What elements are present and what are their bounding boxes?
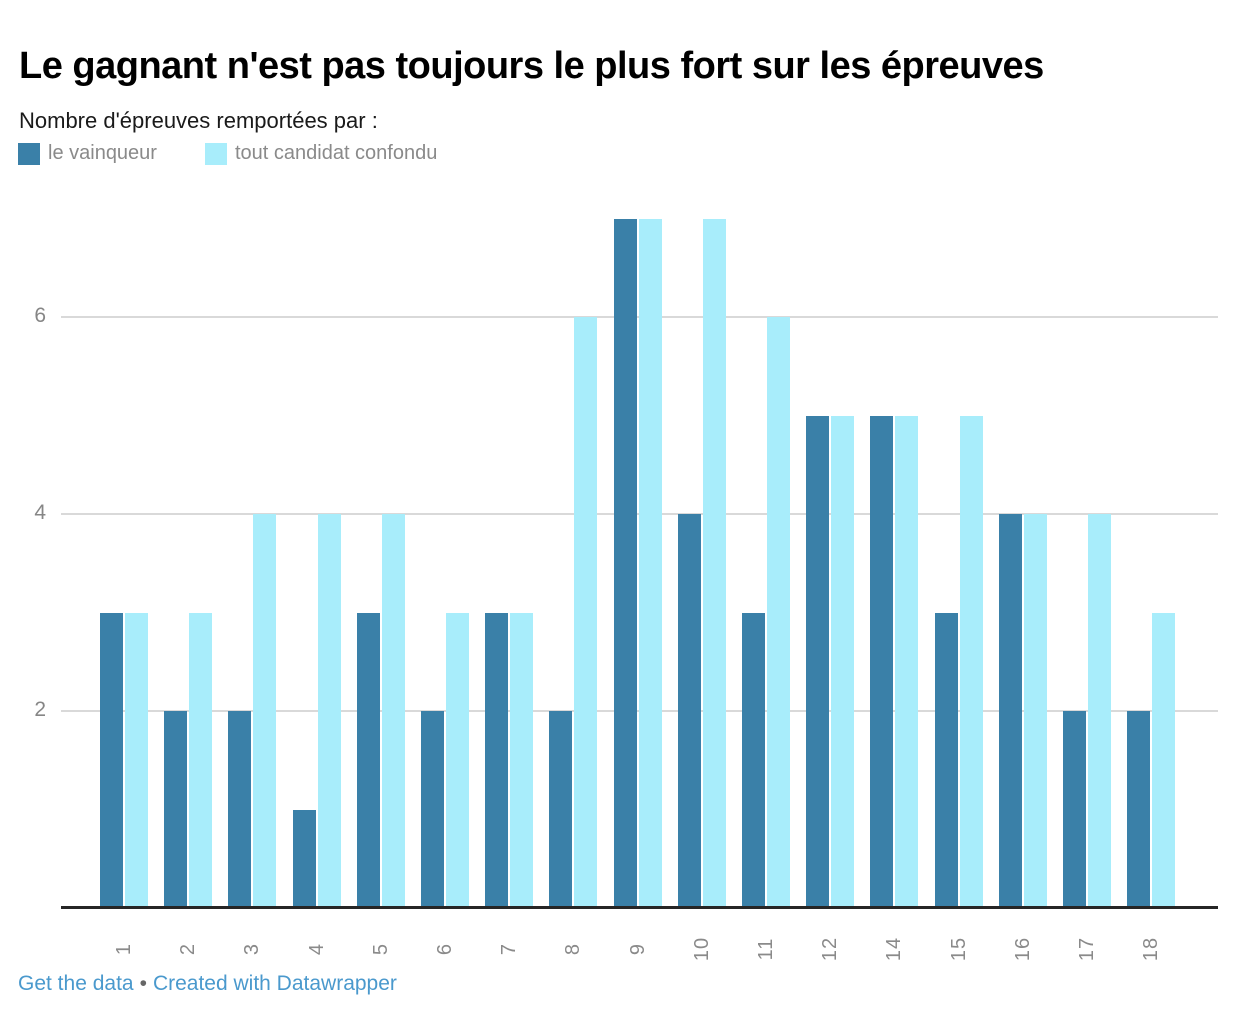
- footer: Get the data • Created with Datawrapper: [18, 972, 397, 996]
- bar-vainqueur-17: [1063, 711, 1086, 908]
- bar-tous-14: [895, 416, 919, 908]
- chart-title: Le gagnant n'est pas toujours le plus fo…: [19, 45, 1044, 88]
- bar-vainqueur-11: [742, 613, 765, 908]
- x-axis-label-8: 8: [562, 942, 585, 956]
- x-axis-label-7: 7: [498, 942, 521, 956]
- bar-vainqueur-7: [485, 613, 509, 908]
- bar-tous-6: [446, 613, 469, 908]
- bar-tous-12: [831, 416, 855, 908]
- bar-tous-2: [189, 613, 213, 908]
- footer-separator: •: [139, 972, 147, 995]
- x-axis-label-16: 16: [1011, 936, 1034, 962]
- bar-vainqueur-9: [613, 219, 637, 908]
- bar-vainqueur-10: [677, 514, 701, 908]
- y-axis-label-6: 6: [34, 304, 46, 328]
- datawrapper-link[interactable]: Created with Datawrapper: [152, 972, 397, 995]
- bar-tous-3: [253, 514, 277, 908]
- x-axis-label-15: 15: [947, 936, 970, 962]
- bar-tous-5: [381, 514, 405, 908]
- x-axis-label-18: 18: [1140, 936, 1163, 962]
- legend: le vainqueur tout candidat confondu: [18, 142, 437, 165]
- bar-tous-1: [125, 613, 148, 908]
- x-axis-label-10: 10: [690, 936, 713, 962]
- legend-item-vainqueur: le vainqueur: [18, 142, 157, 165]
- legend-label-tous: tout candidat confondu: [234, 142, 438, 164]
- bar-tous-11: [767, 317, 790, 908]
- bar-tous-4: [317, 514, 341, 908]
- bar-vainqueur-6: [421, 711, 444, 908]
- x-axis-label-6: 6: [434, 942, 456, 956]
- chart-subtitle: Nombre d'épreuves remportées par :: [19, 108, 378, 133]
- get-data-link[interactable]: Get the data: [18, 972, 134, 995]
- bar-tous-9: [638, 219, 662, 908]
- legend-swatch-vainqueur: [18, 142, 40, 165]
- x-axis-line: [61, 906, 1218, 909]
- bar-vainqueur-8: [549, 711, 573, 908]
- legend-item-tous: tout candidat confondu: [204, 142, 438, 165]
- bar-tous-15: [959, 416, 983, 908]
- x-axis-label-12: 12: [819, 936, 842, 962]
- x-axis-label-17: 17: [1076, 936, 1098, 962]
- x-axis-label-11: 11: [755, 937, 777, 961]
- y-axis-label-2: 2: [34, 698, 46, 722]
- bar-vainqueur-5: [356, 613, 380, 908]
- bar-tous-16: [1023, 514, 1047, 908]
- bar-tous-17: [1088, 514, 1111, 908]
- legend-label-vainqueur: le vainqueur: [48, 142, 157, 164]
- bar-vainqueur-1: [100, 613, 123, 908]
- bar-vainqueur-16: [998, 514, 1022, 908]
- bar-vainqueur-4: [292, 810, 316, 908]
- y-axis-label-4: 4: [34, 501, 46, 525]
- bar-tous-18: [1152, 613, 1176, 908]
- bar-vainqueur-15: [934, 613, 958, 908]
- bar-vainqueur-14: [870, 416, 894, 908]
- legend-swatch-tous: [204, 142, 227, 165]
- bar-tous-8: [574, 317, 598, 908]
- bar-vainqueur-3: [228, 711, 252, 908]
- bar-vainqueur-18: [1127, 711, 1151, 908]
- bar-tous-10: [702, 219, 726, 908]
- bar-vainqueur-12: [806, 416, 830, 908]
- bar-tous-7: [510, 613, 534, 908]
- x-axis-label-14: 14: [883, 936, 906, 962]
- bar-vainqueur-2: [164, 711, 188, 908]
- x-axis-label-9: 9: [626, 942, 649, 956]
